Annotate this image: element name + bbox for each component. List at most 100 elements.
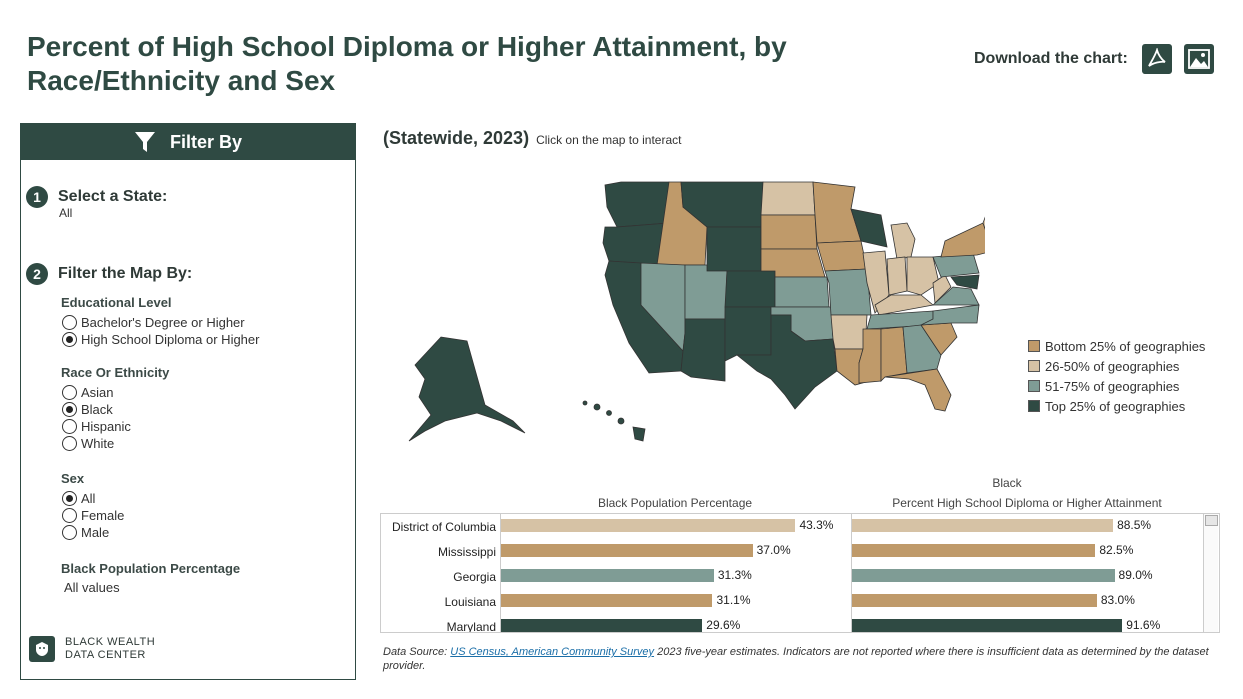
- radio-hispanic[interactable]: Hispanic: [62, 418, 131, 435]
- table-row[interactable]: Georgia 31.3% 89.0%: [381, 565, 1219, 590]
- radio-button[interactable]: [62, 491, 77, 506]
- legend-swatch: [1028, 340, 1040, 352]
- population-value: 31.1%: [716, 593, 751, 607]
- state-utah[interactable]: [684, 264, 728, 320]
- state-new-york[interactable]: [940, 222, 985, 258]
- data-source-note: Data Source: US Census, American Communi…: [383, 645, 1223, 673]
- state-alabama[interactable]: [880, 326, 908, 382]
- radio-bachelors[interactable]: Bachelor's Degree or Higher: [62, 314, 259, 331]
- attainment-value: 88.5%: [1117, 518, 1152, 532]
- legend-item: Top 25% of geographies: [1028, 396, 1205, 416]
- table-row[interactable]: Mississippi 37.0% 82.5%: [381, 540, 1219, 565]
- attainment-bar[interactable]: [852, 594, 1097, 607]
- state-ohio[interactable]: [906, 256, 940, 296]
- state-washington[interactable]: [604, 181, 670, 228]
- state-kentucky[interactable]: [874, 294, 934, 316]
- radio-white[interactable]: White: [62, 435, 131, 452]
- step-label: Select a State:: [58, 188, 168, 205]
- table-scrollbar[interactable]: [1203, 514, 1218, 632]
- state-indiana[interactable]: [886, 256, 908, 296]
- source-link[interactable]: US Census, American Community Survey: [450, 646, 655, 658]
- state-missouri[interactable]: [824, 268, 872, 316]
- population-bar[interactable]: [501, 594, 713, 607]
- radio-button[interactable]: [62, 419, 77, 434]
- radio-button[interactable]: [62, 436, 77, 451]
- group-header: Black: [992, 476, 1022, 490]
- legend-item: 51-75% of geographies: [1028, 376, 1205, 396]
- population-bar[interactable]: [501, 519, 796, 532]
- population-value: 29.6%: [706, 618, 741, 632]
- state-texas[interactable]: [735, 314, 838, 410]
- state-select[interactable]: All: [59, 206, 73, 220]
- state-north-dakota[interactable]: [760, 181, 816, 216]
- legend-swatch: [1028, 380, 1040, 392]
- radio-black[interactable]: Black: [62, 401, 131, 418]
- attainment-bar[interactable]: [852, 619, 1123, 632]
- population-bar[interactable]: [501, 544, 753, 557]
- row-label: Georgia: [453, 570, 496, 584]
- state-wisconsin[interactable]: [850, 208, 888, 248]
- attainment-bar[interactable]: [852, 544, 1096, 557]
- legend-item: 26-50% of geographies: [1028, 356, 1205, 376]
- state-new-england[interactable]: [982, 191, 985, 251]
- state-kansas[interactable]: [774, 276, 830, 308]
- pdf-icon: [1147, 48, 1166, 67]
- table-row[interactable]: District of Columbia 43.3% 88.5%: [381, 515, 1219, 540]
- radio-button[interactable]: [62, 332, 77, 347]
- attainment-bar[interactable]: [852, 569, 1115, 582]
- state-virginia[interactable]: [931, 286, 980, 306]
- radio-button[interactable]: [62, 315, 77, 330]
- state-wyoming[interactable]: [706, 226, 762, 272]
- radio-button[interactable]: [62, 402, 77, 417]
- state-arkansas[interactable]: [830, 314, 868, 350]
- educational-level-label: Educational Level: [61, 295, 172, 310]
- table-row[interactable]: Louisiana 31.1% 83.0%: [381, 590, 1219, 615]
- radio-high-school[interactable]: High School Diploma or Higher: [62, 331, 259, 348]
- radio-button[interactable]: [62, 508, 77, 523]
- attainment-bar[interactable]: [852, 519, 1114, 532]
- state-bar-table[interactable]: District of Columbia 43.3% 88.5% Mississipp…: [380, 513, 1220, 633]
- state-georgia[interactable]: [902, 324, 942, 374]
- state-michigan[interactable]: [890, 222, 916, 260]
- column-header-population: Black Population Percentage: [597, 496, 753, 510]
- state-arizona[interactable]: [680, 318, 726, 382]
- radio-female[interactable]: Female: [62, 507, 124, 524]
- download-pdf-button[interactable]: [1141, 44, 1172, 74]
- population-bar[interactable]: [501, 569, 714, 582]
- brand-logo: BLACK WEALTH DATA CENTER: [29, 636, 155, 662]
- download-image-button[interactable]: [1183, 44, 1214, 74]
- legend-label: Bottom 25% of geographies: [1045, 338, 1206, 354]
- population-bar[interactable]: [501, 619, 703, 632]
- state-hawaii[interactable]: [582, 400, 646, 442]
- radio-label: All: [81, 491, 96, 506]
- scroll-thumb[interactable]: [1205, 515, 1218, 526]
- state-alaska[interactable]: [408, 336, 526, 442]
- table-row[interactable]: Maryland 29.6% 91.6%: [381, 615, 1219, 632]
- state-iowa[interactable]: [816, 240, 868, 272]
- download-bar: Download the chart:: [974, 44, 1214, 74]
- state-pennsylvania[interactable]: [932, 252, 980, 278]
- map-hint: Click on the map to interact: [536, 133, 682, 147]
- download-label: Download the chart:: [974, 50, 1128, 67]
- state-south-dakota[interactable]: [760, 214, 818, 250]
- column-divider: [851, 514, 852, 632]
- state-colorado[interactable]: [724, 270, 776, 308]
- us-choropleth-map[interactable]: [385, 165, 985, 460]
- state-west-virginia[interactable]: [932, 274, 952, 304]
- image-icon: [1187, 49, 1210, 69]
- population-value: 43.3%: [799, 518, 834, 532]
- filter-heading: Filter By: [169, 131, 243, 152]
- column-header-attainment: Percent High School Diploma or Higher At…: [892, 496, 1162, 510]
- subtitle-text: (Statewide, 2023): [383, 128, 530, 148]
- state-florida[interactable]: [884, 368, 952, 412]
- radio-label: White: [81, 436, 115, 451]
- state-maryland[interactable]: [950, 274, 980, 290]
- radio-all[interactable]: All: [62, 490, 124, 507]
- radio-asian[interactable]: Asian: [62, 384, 131, 401]
- state-new-mexico[interactable]: [724, 306, 772, 362]
- radio-button[interactable]: [62, 525, 77, 540]
- legend-item: Bottom 25% of geographies: [1028, 336, 1205, 356]
- radio-male[interactable]: Male: [62, 524, 124, 541]
- radio-button[interactable]: [62, 385, 77, 400]
- population-filter-value[interactable]: All values: [64, 580, 120, 595]
